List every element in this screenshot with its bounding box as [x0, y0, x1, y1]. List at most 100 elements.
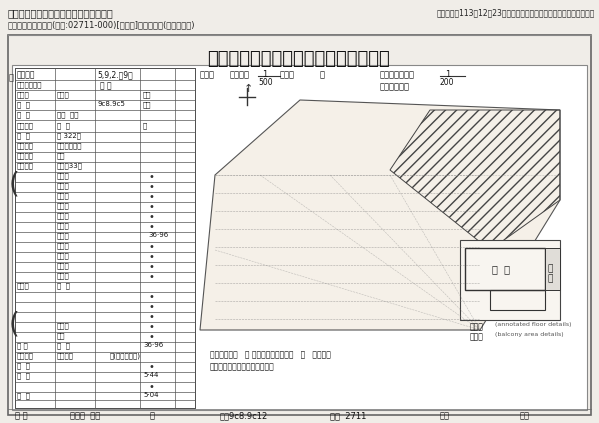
Text: 永平段: 永平段	[57, 91, 69, 98]
Text: 1: 1	[445, 70, 450, 79]
Text: 小段9c8.9c12: 小段9c8.9c12	[220, 411, 268, 420]
Text: 段小段: 段小段	[17, 91, 30, 98]
Text: 第四層: 第四層	[57, 212, 69, 219]
Text: 地號  2711: 地號 2711	[330, 411, 367, 420]
Text: 段: 段	[150, 411, 155, 420]
Text: 第二層: 第二層	[57, 192, 69, 199]
Text: •: •	[148, 242, 154, 252]
Text: 1: 1	[262, 70, 267, 79]
Text: ↑: ↑	[244, 84, 253, 94]
Text: 前量日期: 前量日期	[17, 70, 35, 79]
Text: 花
場: 花 場	[548, 264, 553, 283]
Text: 建物段號: 建物段號	[17, 122, 34, 129]
Text: 裝橫: 裝橫	[57, 332, 65, 338]
Text: 住宅: 住宅	[57, 152, 65, 159]
Text: 面(平方公尺選): 面(平方公尺選)	[110, 352, 141, 359]
Text: 第三層: 第三層	[57, 202, 69, 209]
Text: 36·96: 36·96	[143, 342, 164, 348]
Text: 面積計算式：: 面積計算式：	[380, 82, 410, 91]
Text: (balcony area details): (balcony area details)	[495, 332, 564, 337]
Text: 地  號: 地 號	[17, 101, 30, 107]
Text: •: •	[148, 272, 154, 282]
Text: 查詢日期：113年12月23日（如需登記謄本，請向地政事務所申請。）: 查詢日期：113年12月23日（如需登記謄本，請向地政事務所申請。）	[437, 8, 595, 17]
Text: •: •	[148, 192, 154, 202]
Text: 二、本成果表以建物登記為限。: 二、本成果表以建物登記為限。	[210, 362, 275, 371]
Text: 合  計: 合 計	[17, 392, 30, 398]
Text: 第九層: 第九層	[57, 262, 69, 269]
Text: (: (	[9, 310, 20, 338]
Text: 36·96: 36·96	[148, 232, 168, 238]
Text: •: •	[148, 262, 154, 272]
Text: 中山  街路: 中山 街路	[57, 111, 78, 118]
Text: 陽  台: 陽 台	[17, 372, 30, 379]
Text: 建號: 建號	[440, 411, 450, 420]
Text: 水 和: 水 和	[100, 81, 111, 90]
Text: 平  台: 平 台	[17, 362, 30, 368]
Text: 地下層: 地下層	[57, 322, 69, 329]
Text: 一  段: 一 段	[57, 122, 70, 129]
Text: 第五層: 第五層	[57, 222, 69, 228]
Text: 9c8.9c5: 9c8.9c5	[97, 101, 125, 107]
Text: 合  計: 合 計	[57, 342, 70, 349]
Text: •: •	[148, 302, 154, 312]
Text: 建號: 建號	[143, 101, 152, 107]
Text: •: •	[148, 182, 154, 192]
Text: •: •	[148, 312, 154, 322]
Text: 第一層: 第一層	[57, 182, 69, 189]
Text: 第六層: 第六層	[57, 232, 69, 239]
Text: 申請圖: 申請圖	[17, 282, 30, 288]
Text: 平面圖比例尺：: 平面圖比例尺：	[380, 70, 415, 79]
Text: 號: 號	[320, 70, 325, 79]
Text: 主要用途: 主要用途	[17, 152, 34, 159]
Text: •: •	[148, 322, 154, 332]
Text: •: •	[148, 202, 154, 212]
Text: 基礎地籍市區: 基礎地籍市區	[17, 81, 43, 88]
Polygon shape	[12, 65, 587, 410]
Text: 弄 322號: 弄 322號	[57, 132, 81, 139]
Text: 5,9,2.月9日: 5,9,2.月9日	[97, 70, 133, 79]
Text: 地籍圖: 地籍圖	[280, 70, 295, 79]
Text: 陽台：: 陽台：	[470, 332, 484, 341]
Text: 主體構造: 主體構造	[17, 142, 34, 148]
Text: 小段: 小段	[143, 91, 152, 98]
Text: 主體構造: 主體構造	[57, 352, 74, 359]
Text: 永建字33號: 永建字33號	[57, 162, 83, 169]
Text: 200: 200	[440, 78, 455, 87]
Text: •: •	[148, 172, 154, 182]
Text: 北北桃地政電傳全功能地籍資料查詢系統: 北北桃地政電傳全功能地籍資料查詢系統	[8, 8, 114, 18]
Text: 永 和: 永 和	[15, 411, 28, 420]
Text: 總 日: 總 日	[17, 342, 28, 349]
Text: 平  方: 平 方	[57, 282, 70, 288]
Text: (: (	[9, 170, 20, 198]
Text: 第七層: 第七層	[57, 242, 69, 249]
Text: 巷: 巷	[143, 122, 147, 129]
Text: 住  居: 住 居	[492, 264, 510, 274]
Text: 5·44: 5·44	[143, 372, 158, 378]
Polygon shape	[200, 100, 560, 330]
Text: 第八層: 第八層	[57, 252, 69, 258]
Text: 鄉鎮市  永平: 鄉鎮市 永平	[70, 411, 100, 420]
Text: 5·04: 5·04	[143, 392, 159, 398]
Text: •: •	[148, 382, 154, 392]
Text: •: •	[148, 292, 154, 302]
Text: •: •	[148, 212, 154, 222]
Text: 鋼筋混凝土造: 鋼筋混凝土造	[57, 142, 83, 148]
Text: 街  路: 街 路	[17, 111, 30, 118]
Text: 地面層: 地面層	[57, 172, 69, 179]
Text: 第十層: 第十層	[57, 272, 69, 279]
Text: 行: 行	[9, 73, 14, 82]
Text: 六層：: 六層：	[470, 322, 484, 331]
Polygon shape	[460, 240, 560, 320]
Text: 500: 500	[258, 78, 273, 87]
Text: •: •	[148, 332, 154, 342]
Text: •: •	[148, 362, 154, 372]
Text: 門  牌: 門 牌	[17, 132, 30, 139]
Text: 所主題樣: 所主題樣	[17, 352, 34, 359]
Text: 位置圖: 位置圖	[200, 70, 215, 79]
Text: 使用執照: 使用執照	[17, 162, 34, 169]
Text: •: •	[148, 222, 154, 232]
Text: 一、本建物係   層 薄建物本件僅測量第   住   層部份。: 一、本建物係 層 薄建物本件僅測量第 住 層部份。	[210, 350, 331, 359]
Text: •: •	[148, 252, 154, 262]
Polygon shape	[545, 248, 560, 290]
Text: 新北市永和區水平段(建號:02711-000)[第二類]建物平面圖(已縮小列印): 新北市永和區水平段(建號:02711-000)[第二類]建物平面圖(已縮小列印)	[8, 20, 195, 29]
